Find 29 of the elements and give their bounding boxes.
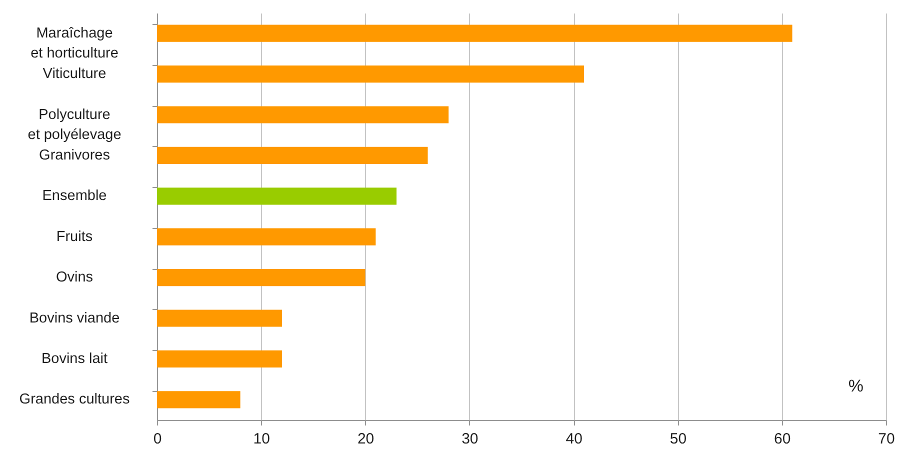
y-tick-label: Grandes cultures — [19, 392, 130, 408]
bar — [157, 24, 792, 42]
bar — [157, 146, 428, 164]
y-tick-label: Bovins lait — [41, 350, 108, 367]
bar — [157, 269, 366, 286]
y-tick-label: Polyculture et polyélevage — [28, 106, 122, 143]
y-tick-label: Fruits — [56, 228, 93, 245]
bar — [157, 228, 376, 246]
x-tick-label: 0 — [153, 430, 162, 448]
bar — [157, 188, 397, 205]
x-tick-label: 50 — [670, 430, 687, 448]
x-axis-title: % — [848, 376, 864, 396]
y-tick-label: Granivores — [39, 147, 110, 164]
x-tick-label: 40 — [566, 430, 582, 448]
bar — [157, 66, 584, 83]
x-tick-label: 30 — [462, 430, 478, 448]
y-tick-label: Viticulture — [42, 66, 106, 82]
y-tick-label: Ensemble — [42, 188, 107, 204]
x-tick-label: 60 — [774, 430, 791, 448]
x-tick-label: 20 — [357, 430, 374, 448]
y-tick-label: Bovins viande — [29, 310, 120, 326]
x-tick-label: 10 — [253, 430, 270, 448]
bar — [157, 391, 240, 408]
bar — [157, 350, 282, 368]
bar — [157, 106, 449, 124]
x-tick-label: 70 — [878, 430, 895, 448]
bar — [157, 310, 282, 327]
y-tick-label: Ovins — [56, 270, 94, 286]
y-tick-label: Maraîchage et horticulture — [30, 25, 118, 62]
